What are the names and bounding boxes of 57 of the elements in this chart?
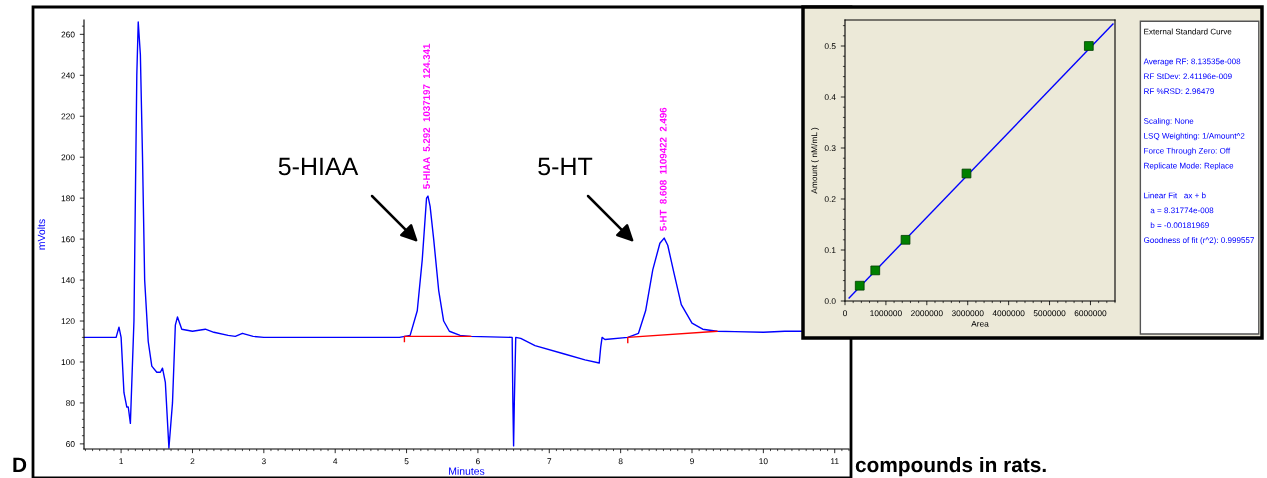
x-tick-label: 10 — [759, 458, 768, 465]
x-tick-label: 4 — [333, 458, 338, 465]
x-tick-label: 0 — [843, 310, 847, 317]
x-tick-label: 11 — [831, 458, 839, 465]
text: External Standard Curve — [1144, 28, 1232, 35]
y-tick-label: 0.1 — [824, 247, 836, 254]
x-tick-label: 6000000 — [1074, 310, 1107, 317]
x-tick-label: 5000000 — [1033, 310, 1066, 317]
annotation: 5-HIAA 5.292 1037197 124.341 — [423, 43, 431, 189]
x-tick-label: 8 — [618, 458, 623, 465]
y-tick-label: 60 — [66, 441, 75, 447]
text: b = -0.00181969 — [1150, 222, 1209, 229]
y-tick-label: 0.0 — [824, 298, 836, 305]
x-tick-label: 3 — [261, 458, 266, 465]
x-tick-label: 5 — [404, 458, 409, 465]
text: compounds in rats. — [855, 456, 1046, 477]
y-tick-label: 80 — [66, 400, 75, 407]
x-tick-label: 7 — [547, 458, 552, 465]
x-tick-label: 6 — [476, 458, 480, 465]
y-axis-title: mVolts — [37, 219, 46, 250]
y-tick-label: 0.5 — [824, 43, 836, 50]
x-axis-title: Area — [971, 320, 989, 327]
annotation: 5-HT — [538, 157, 593, 176]
x-tick-label: 1000000 — [870, 310, 902, 317]
x-tick-label: 4000000 — [992, 310, 1025, 317]
y-tick-label: 200 — [61, 154, 75, 161]
x-tick-label: 1 — [119, 458, 124, 465]
text: Scaling: None — [1143, 117, 1194, 126]
y-tick-label: 180 — [61, 195, 75, 202]
y-tick-label: 120 — [61, 318, 75, 325]
text: a = 8.31774e-008 — [1150, 207, 1214, 214]
y-tick-label: 260 — [61, 31, 75, 38]
x-tick-label: 9 — [690, 458, 694, 465]
y-tick-label: 0.3 — [824, 145, 836, 152]
text: Force Through Zero: Off — [1144, 147, 1231, 156]
x-tick-label: 3000000 — [951, 310, 984, 317]
y-axis-title: Amount ( nM/mL ) — [811, 127, 819, 194]
y-tick-label: 0.4 — [824, 94, 836, 101]
text: Linear Fit ax + b — [1144, 192, 1206, 199]
text: RF StDev: 2.41196e-009 — [1144, 73, 1232, 80]
annotation: 5-HT 8.608 1109422 2.496 — [659, 107, 667, 231]
y-tick-label: 160 — [61, 236, 75, 243]
text: RF %RSD: 2.96479 — [1144, 88, 1214, 95]
x-tick-label: 2 — [190, 458, 195, 465]
x-axis-title: Minutes — [449, 467, 485, 475]
y-tick-label: 240 — [61, 72, 75, 79]
text: LSQ Weighting: 1/Amount^2 — [1144, 132, 1245, 141]
text: Replicate Mode: Replace — [1144, 162, 1234, 171]
y-tick-label: 100 — [61, 359, 75, 366]
x-tick-label: 2000000 — [911, 310, 943, 317]
y-tick-label: 220 — [61, 113, 75, 120]
y-tick-label: 140 — [61, 277, 75, 284]
text: Average RF: 8.13535e-008 — [1143, 58, 1241, 66]
annotation: 5-HIAA — [278, 157, 359, 176]
text: Goodness of fit (r^2): 0.999557 — [1143, 237, 1254, 245]
text: D — [13, 457, 27, 472]
y-tick-label: 0.2 — [824, 196, 836, 203]
